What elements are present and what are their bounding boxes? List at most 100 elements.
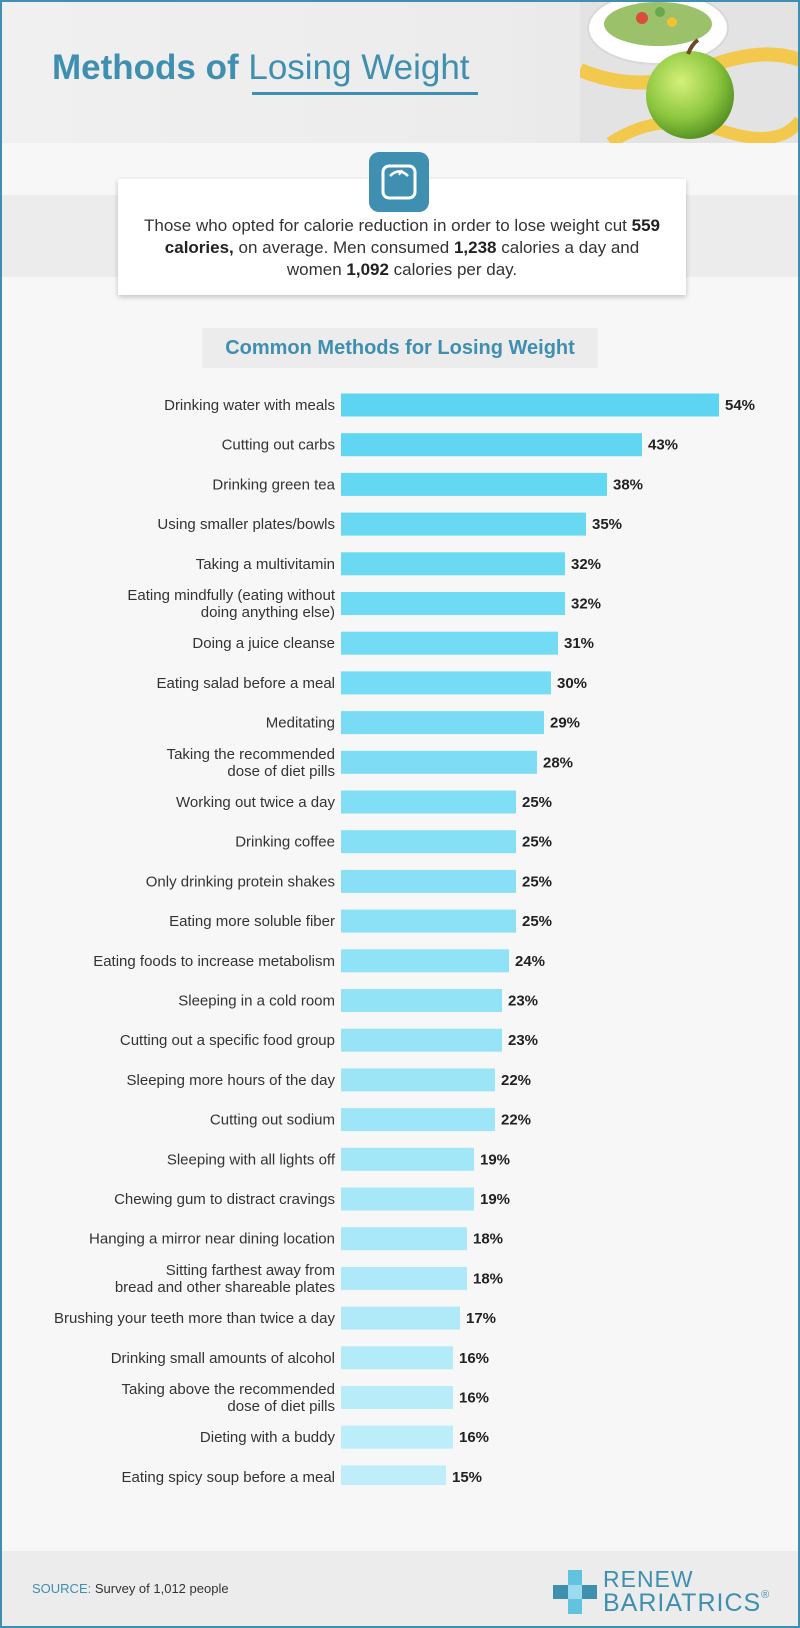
title-part-2: Losing Weight <box>248 48 470 87</box>
category-label-24: Drinking small amounts of alcohol <box>111 1350 335 1367</box>
bar-chart: 54% Drinking water with meals 43% Cutting o… <box>54 393 755 1485</box>
category-label-15: Sleeping in a cold room <box>178 993 335 1010</box>
value-label-7: 30% <box>557 675 587 692</box>
bar-15 <box>341 989 502 1012</box>
logo-registered-mark: ® <box>761 1589 771 1601</box>
value-label-20: 19% <box>480 1191 510 1208</box>
bar-27 <box>341 1465 446 1485</box>
value-label-16: 23% <box>508 1032 538 1049</box>
category-label-14: Eating foods to increase metabolism <box>93 953 335 970</box>
bar-26 <box>341 1425 453 1449</box>
page-title: Methods of Losing Weight <box>52 48 470 88</box>
value-label-23: 17% <box>466 1310 496 1327</box>
category-label-1: Cutting out carbs <box>222 437 335 454</box>
category-label-10: Working out twice a day <box>176 794 335 811</box>
bar-25 <box>341 1386 453 1409</box>
category-label-20: Chewing gum to distract cravings <box>114 1191 335 1208</box>
bar-23 <box>341 1306 460 1330</box>
value-label-5: 32% <box>571 596 601 613</box>
brand-logo: RENEW BARIATRICS® <box>553 1564 773 1617</box>
category-label-7: Eating salad before a meal <box>157 675 335 692</box>
chart-title: Common Methods for Losing Weight <box>202 328 598 368</box>
value-label-3: 35% <box>592 516 622 533</box>
category-label-5: Eating mindfully (eating without doing an… <box>127 587 335 621</box>
category-label-19: Sleeping with all lights off <box>167 1151 336 1168</box>
value-label-26: 16% <box>459 1429 489 1446</box>
category-label-26: Dieting with a buddy <box>200 1429 336 1446</box>
bar-16 <box>341 1028 502 1052</box>
source-label: SOURCE: <box>32 1581 92 1596</box>
value-label-4: 32% <box>571 556 601 573</box>
value-label-25: 16% <box>459 1390 489 1407</box>
value-label-14: 24% <box>515 953 545 970</box>
value-label-6: 31% <box>564 635 594 652</box>
bar-12 <box>341 869 516 893</box>
value-label-18: 22% <box>501 1112 531 1129</box>
category-label-18: Cutting out sodium <box>210 1112 335 1129</box>
bar-19 <box>341 1147 474 1171</box>
bar-5 <box>341 592 565 615</box>
category-label-8: Meditating <box>266 715 335 732</box>
category-label-12: Only drinking protein shakes <box>146 873 335 890</box>
bar-10 <box>341 790 516 814</box>
category-label-3: Using smaller plates/bowls <box>157 516 335 533</box>
category-label-11: Drinking coffee <box>235 834 335 851</box>
category-label-16: Cutting out a specific food group <box>120 1032 335 1049</box>
footer: SOURCE: Survey of 1,012 people RENEW BAR… <box>0 1551 800 1628</box>
bar-11 <box>341 830 516 854</box>
value-label-27: 15% <box>452 1469 482 1485</box>
stat-text: Those who opted for calorie reduction in… <box>144 216 660 279</box>
stat-women-calories: 1,092 <box>346 260 389 279</box>
category-label-9: Taking the recommended dose of diet pills <box>167 746 335 780</box>
category-label-0: Drinking water with meals <box>164 397 335 414</box>
header: Methods of Losing Weight <box>0 0 800 143</box>
value-label-2: 38% <box>613 476 643 493</box>
value-label-12: 25% <box>522 873 552 890</box>
category-label-25: Taking above the recommended dose of diet… <box>122 1381 335 1415</box>
category-label-2: Drinking green tea <box>212 476 335 493</box>
value-label-15: 23% <box>508 993 538 1010</box>
category-label-13: Eating more soluble fiber <box>169 913 335 930</box>
apple-salad-image <box>580 0 800 143</box>
source-text: Survey of 1,012 people <box>94 1581 229 1596</box>
bar-17 <box>341 1068 495 1092</box>
bar-2 <box>341 472 607 496</box>
logo-line-1: RENEW <box>603 1566 694 1592</box>
bar-20 <box>341 1187 474 1211</box>
bar-4 <box>341 552 565 576</box>
value-label-8: 29% <box>550 715 580 732</box>
title-underline <box>252 92 478 95</box>
bar-7 <box>341 671 551 695</box>
bar-14 <box>341 949 509 973</box>
source-note: SOURCE: Survey of 1,012 people <box>32 1581 229 1596</box>
bar-22 <box>341 1266 467 1290</box>
logo-line-2: BARIATRICS® <box>603 1589 771 1617</box>
category-label-22: Sitting farthest away from bread and othe… <box>115 1262 335 1296</box>
value-label-1: 43% <box>648 437 678 454</box>
stat-men-calories: 1,238 <box>453 238 497 257</box>
bar-18 <box>341 1108 495 1132</box>
bar-13 <box>341 909 516 933</box>
value-label-21: 18% <box>473 1231 503 1248</box>
bar-1 <box>341 433 642 457</box>
category-label-6: Doing a juice cleanse <box>192 635 335 652</box>
value-label-24: 16% <box>459 1350 489 1367</box>
bar-3 <box>341 512 586 536</box>
bar-24 <box>341 1346 453 1370</box>
category-label-4: Taking a multivitamin <box>196 556 335 573</box>
value-label-11: 25% <box>522 834 552 851</box>
bar-8 <box>341 711 544 735</box>
plus-cross-icon <box>553 1570 597 1614</box>
bar-9 <box>341 750 537 774</box>
value-label-9: 28% <box>543 754 573 771</box>
category-label-23: Brushing your teeth more than twice a da… <box>54 1310 335 1327</box>
value-label-13: 25% <box>522 913 552 930</box>
scale-icon <box>369 152 429 212</box>
category-label-21: Hanging a mirror near dining location <box>89 1231 335 1248</box>
value-label-10: 25% <box>522 794 552 811</box>
value-label-19: 19% <box>480 1151 510 1168</box>
bar-6 <box>341 631 558 655</box>
category-label-27: Eating spicy soup before a meal <box>122 1469 335 1485</box>
category-label-17: Sleeping more hours of the day <box>127 1072 336 1089</box>
value-label-17: 22% <box>501 1072 531 1089</box>
